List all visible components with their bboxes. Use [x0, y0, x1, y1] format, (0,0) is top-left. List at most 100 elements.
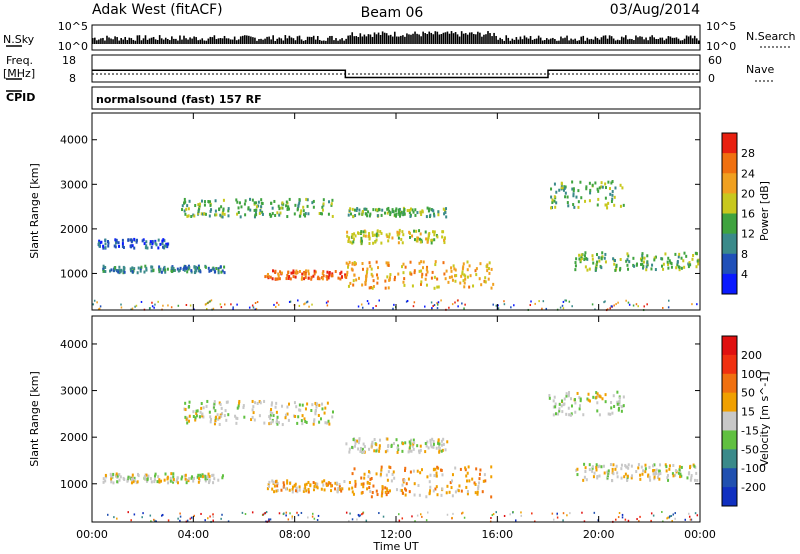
echo-cell [436, 302, 438, 305]
echo-cell [214, 409, 217, 413]
echo-cell [354, 482, 357, 486]
echo-cell [194, 204, 197, 208]
echo-cell [115, 474, 118, 478]
nsky-bar [543, 40, 546, 44]
nsky-bar [341, 38, 343, 44]
echo-cell [163, 239, 166, 243]
power-colorbar-label: Power [dB] [758, 181, 771, 241]
echo-cell [650, 267, 653, 271]
echo-cell [620, 467, 623, 471]
nsky-bar [148, 38, 151, 44]
echo-cell [158, 478, 161, 482]
nsky-bar [282, 40, 285, 44]
echo-cell [560, 404, 563, 408]
echo-cell [594, 181, 597, 185]
echo-cell [440, 449, 443, 453]
echo-cell [412, 469, 415, 473]
nsky-bar [436, 31, 439, 44]
echo-cell [597, 189, 600, 193]
echo-cell [307, 276, 310, 280]
echo-cell [339, 272, 342, 276]
echo-cell [173, 268, 176, 272]
echo-cell [309, 483, 312, 487]
echo-cell [611, 305, 613, 308]
echo-cell [102, 264, 105, 268]
nsky-bar [675, 37, 678, 44]
echo-cell [601, 397, 604, 401]
echo-cell [273, 199, 276, 203]
echo-cell [356, 207, 359, 211]
echo-cell [287, 418, 290, 422]
echo-cell [621, 516, 624, 519]
echo-cell [606, 470, 609, 474]
echo-cell [196, 475, 199, 479]
echo-cell [655, 468, 658, 472]
echo-cell [478, 472, 481, 476]
nsky-bar [631, 39, 633, 44]
echo-cell [244, 199, 247, 203]
echo-cell [313, 517, 316, 520]
echo-cell [586, 397, 589, 401]
echo-cell [97, 241, 100, 245]
echo-cell [141, 516, 143, 519]
echo-cell [145, 244, 148, 248]
echo-cell [264, 275, 267, 279]
echo-cell [667, 516, 669, 519]
echo-cell [390, 479, 393, 483]
echo-cell [285, 487, 288, 491]
echo-cell [424, 450, 427, 454]
echo-cell [637, 466, 640, 470]
echo-cell [209, 417, 212, 421]
nsky-bar [651, 35, 653, 44]
echo-cell [611, 190, 614, 194]
echo-cell [372, 307, 374, 310]
nsky-bar [691, 38, 694, 44]
echo-cell [484, 479, 487, 483]
echo-cell [276, 211, 279, 215]
echo-cell [445, 207, 448, 211]
nsky-bar [377, 32, 380, 44]
echo-cell [353, 273, 356, 277]
echo-cell [397, 208, 400, 212]
echo-cell [398, 207, 401, 211]
nsky-bar [687, 36, 690, 44]
echo-cell [589, 191, 592, 195]
echo-cell [366, 270, 369, 274]
nsky-bar [98, 39, 100, 44]
echo-cell [307, 212, 310, 216]
echo-cell [277, 421, 280, 425]
echo-cell [186, 204, 189, 208]
echo-cell [321, 277, 324, 281]
echo-cell [548, 396, 551, 400]
echo-cell [627, 254, 630, 258]
echo-cell [301, 272, 304, 276]
echo-cell [457, 305, 459, 308]
echo-cell [401, 230, 404, 234]
echo-cell [662, 306, 664, 309]
nsky-bar [193, 36, 195, 44]
echo-cell [304, 275, 307, 279]
nsky-bar [154, 39, 157, 44]
echo-cell [408, 449, 411, 453]
echo-cell [451, 516, 453, 519]
echo-cell [403, 209, 406, 213]
echo-cell [286, 479, 289, 483]
echo-cell [670, 514, 673, 517]
echo-cell [680, 474, 683, 478]
nsky-label: N.Sky [3, 33, 35, 46]
echo-cell [696, 479, 699, 483]
echo-cell [202, 406, 205, 410]
echo-cell [319, 417, 322, 421]
echo-cell [318, 277, 321, 281]
echo-cell [321, 402, 324, 406]
echo-cell [235, 416, 238, 420]
nsky-bar [525, 37, 528, 44]
echo-cell [431, 270, 434, 274]
echo-cell [561, 410, 564, 414]
echo-cell [361, 450, 364, 454]
echo-cell [159, 242, 162, 246]
echo-cell [398, 231, 401, 235]
echo-cell [358, 437, 361, 441]
echo-cell [158, 267, 161, 271]
echo-cell [437, 213, 440, 217]
